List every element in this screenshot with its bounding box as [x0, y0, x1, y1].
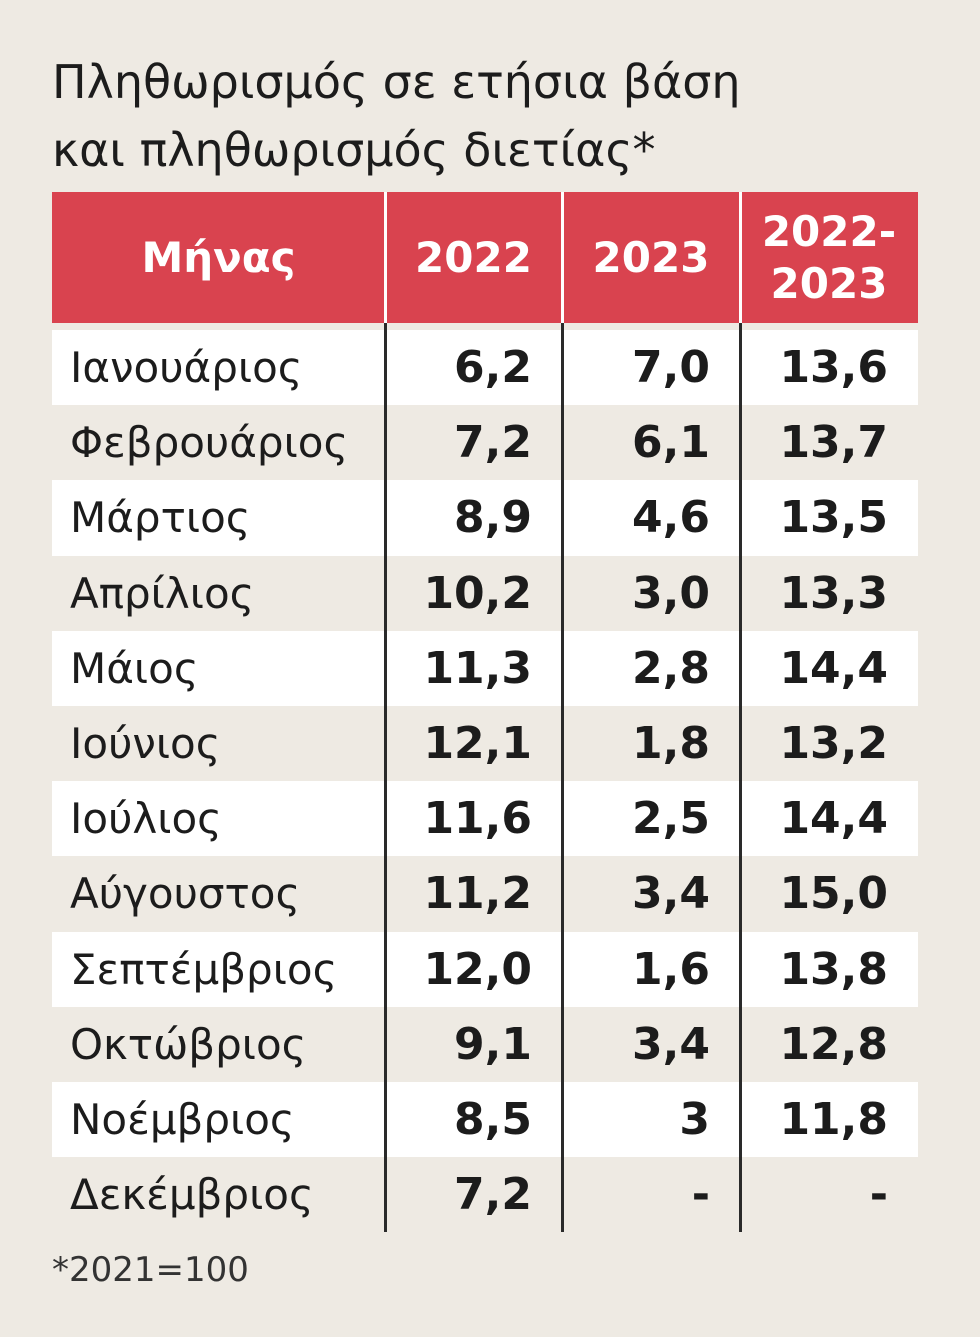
- value-cell: 12,0: [423, 943, 532, 995]
- value-cell: 4,6: [632, 492, 710, 544]
- header-divider: [561, 192, 564, 323]
- value-cell: 1,8: [632, 718, 710, 770]
- value-cell: 3: [679, 1094, 710, 1146]
- month-cell: Ιανουάριος: [70, 343, 303, 393]
- value-cell: 9,1: [454, 1018, 532, 1070]
- value-cell: 3,4: [632, 868, 710, 920]
- value-cell: 6,1: [632, 417, 710, 469]
- value-cell: 10,2: [423, 567, 532, 619]
- value-cell: 6,2: [454, 342, 532, 394]
- value-cell: -: [691, 1169, 710, 1221]
- header-divider: [384, 192, 387, 323]
- title: και πληθωρισμός διετίας*: [52, 123, 656, 177]
- value-cell: 13,7: [779, 417, 888, 469]
- month-cell: Ιούλιος: [70, 794, 222, 844]
- header-cell: 2023: [562, 192, 740, 323]
- value-cell: 14,4: [779, 642, 888, 694]
- value-cell: 11,2: [423, 868, 532, 920]
- value-cell: 3,4: [632, 1018, 710, 1070]
- month-cell: Μάρτιος: [70, 493, 251, 543]
- column-divider: [384, 323, 387, 1233]
- value-cell: -: [869, 1169, 888, 1221]
- value-cell: 13,8: [779, 943, 888, 995]
- month-cell: Δεκέμβριος: [70, 1170, 314, 1220]
- header-divider: [739, 192, 742, 323]
- value-cell: 11,8: [779, 1094, 888, 1146]
- title: Πληθωρισμός σε ετήσια βάση: [52, 55, 741, 109]
- value-cell: 2,5: [632, 793, 710, 845]
- header-cell: 2022-2023: [740, 192, 918, 323]
- row-bg: [52, 480, 918, 556]
- header-cell: 2022: [385, 192, 562, 323]
- value-cell: 11,3: [423, 642, 532, 694]
- value-cell: 15,0: [779, 868, 888, 920]
- value-cell: 13,3: [779, 567, 888, 619]
- value-cell: 8,9: [454, 492, 532, 544]
- row-bg: [52, 781, 918, 857]
- value-cell: 13,2: [779, 718, 888, 770]
- column-divider: [739, 323, 742, 1233]
- month-cell: Ιούνιος: [70, 719, 221, 769]
- month-cell: Οκτώβριος: [70, 1019, 307, 1069]
- month-cell: Νοέμβριος: [70, 1095, 295, 1145]
- month-cell: Σεπτέμβριος: [70, 944, 338, 994]
- value-cell: 12,1: [423, 718, 532, 770]
- value-cell: 3,0: [632, 567, 710, 619]
- value-cell: 13,6: [779, 342, 888, 394]
- footnote: *2021=100: [52, 1250, 249, 1290]
- row-bg: [52, 931, 918, 1007]
- row-bg: [52, 405, 918, 481]
- row-bg: [52, 1157, 918, 1233]
- month-cell: Φεβρουάριος: [70, 418, 349, 468]
- column-divider: [561, 323, 564, 1233]
- row-bg: [52, 856, 918, 932]
- value-cell: 2,8: [632, 642, 710, 694]
- row-bg: [52, 1082, 918, 1158]
- month-cell: Απρίλιος: [70, 568, 255, 618]
- value-cell: 7,0: [632, 342, 710, 394]
- row-bg: [52, 555, 918, 631]
- row-bg: [52, 630, 918, 706]
- value-cell: 13,5: [779, 492, 888, 544]
- value-cell: 7,2: [454, 417, 532, 469]
- value-cell: 14,4: [779, 793, 888, 845]
- row-bg: [52, 330, 918, 406]
- value-cell: 11,6: [423, 793, 532, 845]
- value-cell: 1,6: [632, 943, 710, 995]
- value-cell: 8,5: [454, 1094, 532, 1146]
- row-bg: [52, 706, 918, 782]
- value-cell: 12,8: [779, 1018, 888, 1070]
- value-cell: 7,2: [454, 1169, 532, 1221]
- row-bg: [52, 1006, 918, 1082]
- month-cell: Μάιος: [70, 643, 199, 693]
- month-cell: Αύγουστος: [70, 869, 301, 919]
- header-cell: Μήνας: [52, 192, 385, 323]
